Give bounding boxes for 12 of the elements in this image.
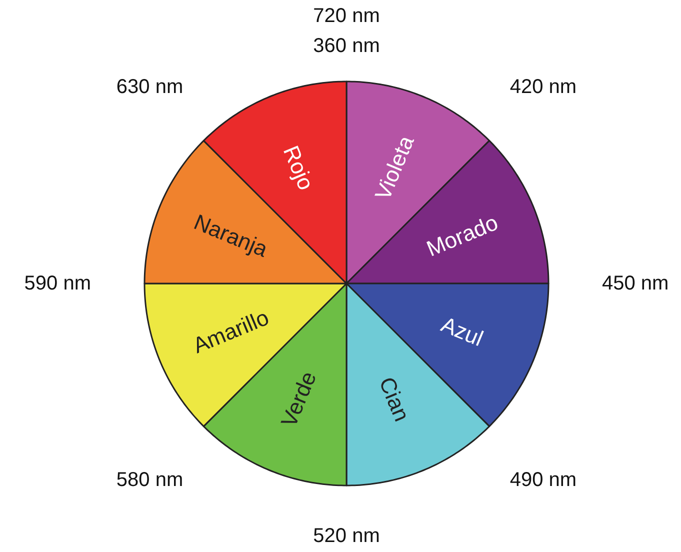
text: 590 nm	[24, 272, 92, 294]
text: 520 nm	[313, 525, 380, 547]
slice-label: Verde	[276, 368, 322, 431]
slice-label: Rojo	[278, 142, 319, 194]
text: 630 nm	[116, 76, 184, 98]
text: 420 nm	[510, 76, 577, 98]
text: 720 nm 360 nm	[313, 5, 380, 57]
text: 450 nm	[602, 272, 669, 294]
text: 490 nm	[510, 469, 577, 492]
text: 580 nm	[116, 469, 184, 492]
slice-label: Cian	[374, 374, 415, 425]
slice-label: Azul	[438, 312, 487, 352]
